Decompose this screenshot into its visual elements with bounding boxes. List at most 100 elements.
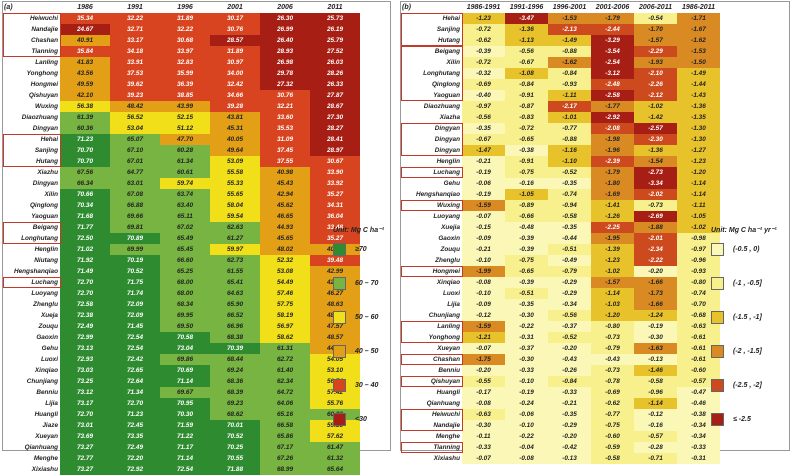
column-header: 2001-2006 [595,4,630,11]
value-cell: -1.99 [462,266,505,277]
value-cell: -0.61 [677,354,720,365]
value-cell: -0.34 [677,431,720,442]
town-name: Xiazha [439,114,460,121]
value-cell: -1.39 [591,244,634,255]
value-cell: -0.91 [505,156,548,167]
legend-swatch [711,311,724,324]
value-cell: 31.89 [160,13,210,24]
value-cell: -1.26 [591,211,634,222]
value-cell: 71.14 [160,453,210,464]
value-cell: 30.97 [210,57,260,68]
value-cell: -0.19 [634,321,677,332]
value-cell: -0.40 [462,90,505,101]
town-name: Xiazhu [37,169,58,176]
value-cell: 48.63 [310,299,360,310]
value-cell: -3.29 [591,35,634,46]
value-cell: -0.22 [505,321,548,332]
value-cell: -2.13 [548,24,591,35]
value-cell: 34.66 [210,90,260,101]
value-cell: -0.09 [462,233,505,244]
value-cell: -1.77 [591,101,634,112]
town-name: Zhenglu [33,301,58,308]
value-cell: 62.72 [260,354,310,365]
value-cell: 72.54 [160,464,210,475]
legend-label: (-2.5 , -2] [733,382,762,389]
value-cell: 54.49 [260,277,310,288]
column-header: 2011 [327,4,343,11]
table-row: Longhutang -0.32 -1.08 -0.84 -3.12 -2.10 -1.49 [402,68,720,79]
value-cell: -1.59 [462,321,505,332]
value-cell: -1.63 [634,343,677,354]
legend-swatch [711,379,724,392]
value-cell: 70.52 [210,431,260,442]
table-row: Lijia 73.17 72.70 70.95 69.23 64.06 55.76 [4,398,360,409]
value-cell: 44.93 [260,222,310,233]
legend-item: <30 [333,413,367,426]
value-cell: 32.71 [110,24,160,35]
town-name: Luchang [31,279,58,286]
value-cell: 71.17 [160,442,210,453]
table-row: Nandajie 24.67 32.71 32.22 30.76 26.99 26.19 [4,24,360,35]
legend-swatch [333,345,346,358]
value-cell: 26.98 [260,57,310,68]
column-header: 1996-2001 [552,4,587,11]
value-cell: -1.73 [634,288,677,299]
town-name: Xixiashu [433,455,460,462]
value-cell: -0.07 [462,343,505,354]
value-cell: -0.56 [505,46,548,57]
value-cell: -1.10 [548,156,591,167]
town-name: Jiaze [42,422,58,429]
table-row: Dingyan -0.67 -0.65 -0.88 -1.98 -2.30 -1.30 [402,134,720,145]
town-name: Gaoxin [36,334,58,341]
value-cell: 30.68 [160,35,210,46]
value-cell: -2.22 [634,255,677,266]
value-cell: 69.81 [110,222,160,233]
value-cell: -0.79 [591,343,634,354]
table-row: Hengshanqiao -0.19 -1.05 -0.74 -1.69 -2.02 -1.… [402,189,720,200]
value-cell: 47.57 [310,321,360,332]
table-row: Xueyan 73.69 73.35 71.22 70.52 65.86 57.62 [4,431,360,442]
value-cell: -0.33 [548,387,591,398]
value-cell: 27.30 [310,112,360,123]
town-name: Gehu [41,345,58,352]
value-cell: -2.29 [634,46,677,57]
value-cell: 32.42 [210,79,260,90]
table-row: Qinglong -0.69 -0.84 -0.93 -2.48 -2.26 -1.44 [402,79,720,90]
town-name: Sanjing [34,147,58,154]
value-cell: -2.44 [591,24,634,35]
value-cell: -2.30 [634,134,677,145]
town-name: Luoxi [442,290,460,297]
value-cell: -0.66 [505,211,548,222]
town-name: Luoxi [40,356,58,363]
value-cell: -0.74 [548,189,591,200]
legend-item: (-1.5 , -1] [711,311,762,324]
value-cell: -0.97 [677,244,720,255]
value-cell: 36.04 [310,211,360,222]
value-cell: 46.27 [310,288,360,299]
value-cell: 33.97 [160,46,210,57]
value-cell: -0.56 [462,112,505,123]
value-cell: -0.59 [591,442,634,453]
value-cell: -1.69 [591,189,634,200]
value-cell: 55.58 [210,167,260,178]
value-cell: -0.61 [677,343,720,354]
value-cell: 71.23 [60,134,110,145]
town-name: Menghe [33,455,58,462]
value-cell: -0.17 [462,387,505,398]
value-cell: 71.68 [60,211,110,222]
value-cell: 56.52 [110,112,160,123]
value-cell: 71.02 [60,244,110,255]
table-row: Xiazha -0.56 -0.83 -1.01 -2.92 -1.42 -1.35 [402,112,720,123]
table-row: Beigang 71.77 69.81 67.02 62.63 44.93 33.48 [4,222,360,233]
value-cell: 62.73 [210,255,260,266]
value-cell: -0.07 [462,453,505,464]
value-cell: -0.57 [634,431,677,442]
value-cell: 62.34 [260,376,310,387]
table-row: Zhenglu 72.58 72.09 68.34 65.90 57.75 48.63 [4,299,360,310]
value-cell: -0.20 [548,343,591,354]
table-row: Dingyan -1.47 -0.38 -1.16 -1.96 -1.36 -1.27 [402,145,720,156]
value-cell: 32.21 [260,101,310,112]
value-cell: -0.35 [505,299,548,310]
